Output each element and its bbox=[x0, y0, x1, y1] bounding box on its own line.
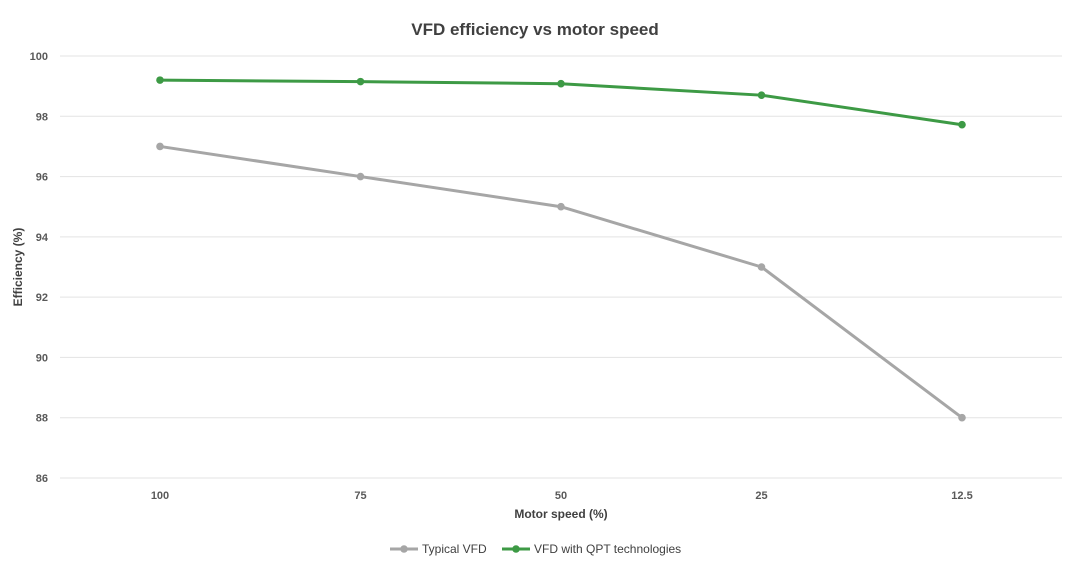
series-0 bbox=[156, 142, 966, 422]
y-tick-label: 98 bbox=[36, 111, 48, 123]
data-point bbox=[958, 120, 966, 129]
data-point bbox=[356, 172, 365, 181]
data-point bbox=[156, 142, 164, 151]
y-tick-label: 92 bbox=[36, 292, 48, 304]
data-point bbox=[356, 77, 365, 86]
data-point bbox=[557, 202, 565, 211]
x-axis-ticks: 100 75 50 25 12.5 bbox=[151, 490, 973, 502]
data-point bbox=[958, 413, 966, 422]
y-tick-label: 100 bbox=[30, 51, 48, 63]
y-tick-label: 90 bbox=[36, 352, 48, 364]
legend-marker bbox=[400, 545, 408, 553]
x-tick-label: 25 bbox=[755, 490, 767, 502]
x-axis-title: Motor speed (%) bbox=[514, 507, 607, 521]
legend-marker bbox=[512, 545, 520, 553]
data-point bbox=[757, 263, 766, 271]
legend-label: VFD with QPT technologies bbox=[534, 542, 681, 556]
legend-item: VFD with QPT technologies bbox=[502, 542, 681, 556]
legend: Typical VFD VFD with QPT technologies bbox=[390, 542, 681, 556]
data-point bbox=[757, 91, 766, 99]
y-axis-title: Efficiency (%) bbox=[11, 228, 25, 307]
series bbox=[156, 76, 966, 422]
series-line bbox=[158, 144, 964, 420]
series-1 bbox=[156, 76, 966, 129]
x-tick-label: 12.5 bbox=[951, 490, 972, 502]
data-point bbox=[557, 79, 565, 88]
y-axis-ticks: 86 88 90 92 94 96 98 100 bbox=[30, 51, 49, 485]
y-tick-label: 86 bbox=[36, 473, 48, 485]
y-tick-label: 96 bbox=[36, 172, 48, 184]
x-tick-label: 100 bbox=[151, 490, 169, 502]
x-tick-label: 50 bbox=[555, 490, 567, 502]
chart-title: VFD efficiency vs motor speed bbox=[411, 20, 659, 39]
y-tick-label: 94 bbox=[36, 232, 49, 244]
y-tick-label: 88 bbox=[36, 413, 48, 425]
legend-item: Typical VFD bbox=[390, 542, 487, 556]
gridlines bbox=[60, 55, 1062, 479]
legend-label: Typical VFD bbox=[422, 542, 487, 556]
x-tick-label: 75 bbox=[354, 490, 366, 502]
data-point bbox=[156, 76, 164, 84]
